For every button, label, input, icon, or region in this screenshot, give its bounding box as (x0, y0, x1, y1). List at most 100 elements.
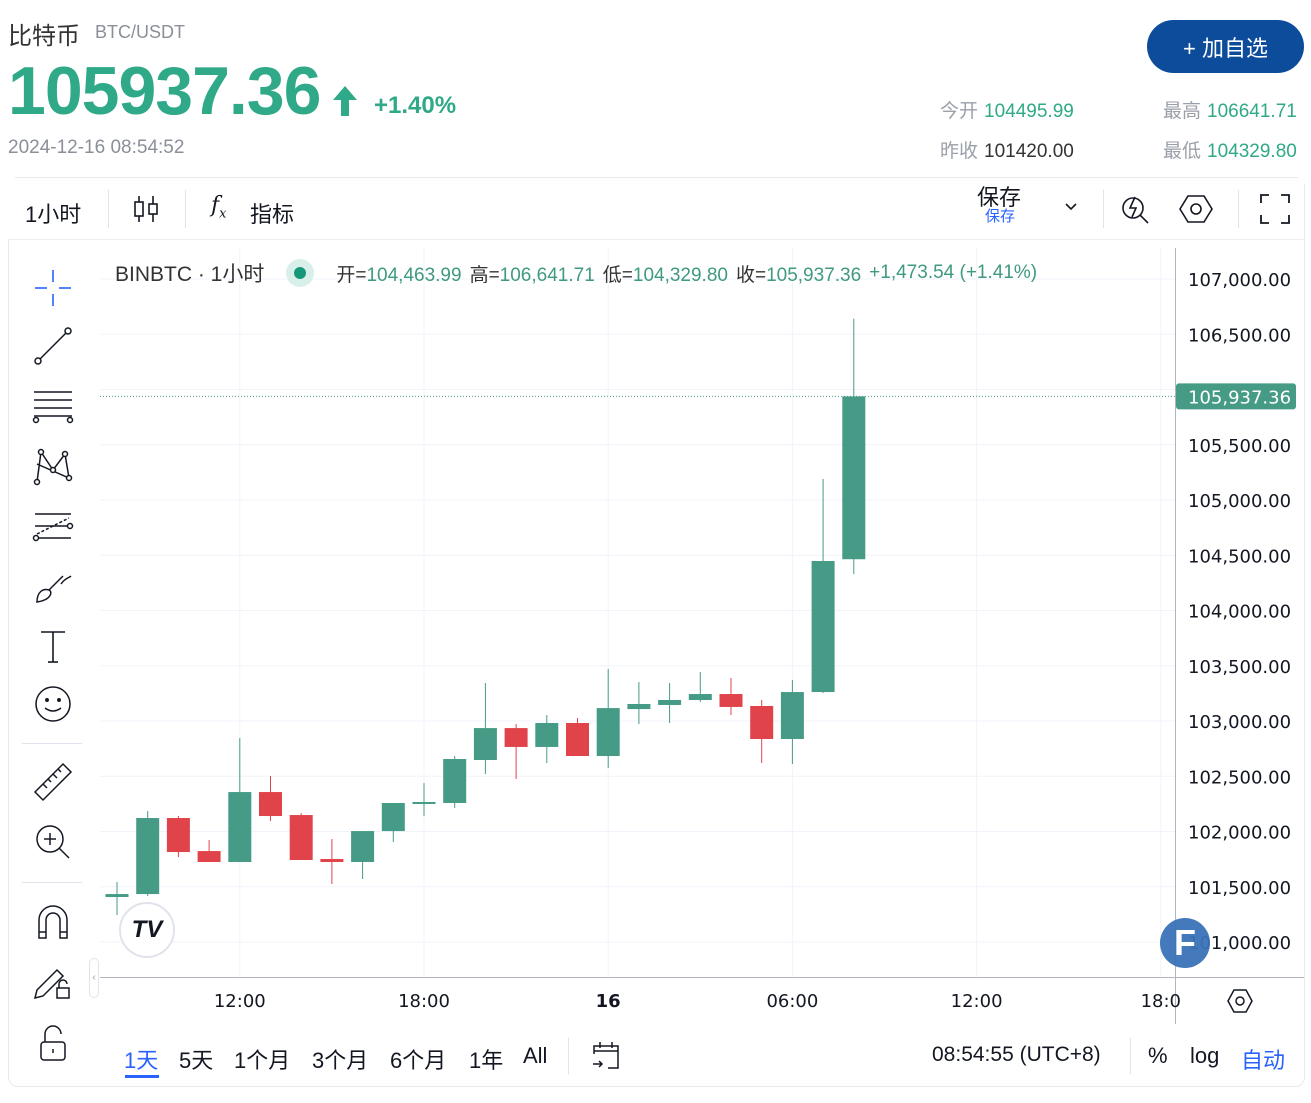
emoji-icon[interactable] (31, 682, 75, 726)
settings-icon[interactable] (1178, 191, 1214, 227)
stat-prev-close: 昨收 101420.00 (940, 136, 1074, 163)
divider (22, 743, 82, 744)
stat-value: 106641.71 (1207, 101, 1297, 122)
save-button[interactable]: 保存 保存 (977, 185, 1022, 225)
change-value: +1,473.54 (+1.41%) (869, 262, 1038, 283)
range-1y[interactable]: 1年 (469, 1048, 504, 1073)
range-3m[interactable]: 3个月 (312, 1048, 369, 1073)
stat-value: 104495.99 (984, 101, 1074, 122)
candle-body (443, 759, 467, 803)
candle-body (627, 703, 651, 710)
candle-body (750, 705, 774, 740)
horizontal-lines-icon[interactable] (31, 384, 75, 428)
interval-selector[interactable]: 1小时 (25, 202, 82, 227)
divider (22, 882, 82, 883)
stat-value: 101420.00 (984, 141, 1074, 162)
percent-toggle[interactable]: % (1148, 1043, 1168, 1068)
chart-widget (8, 177, 1305, 1087)
stat-open: 今开 104495.99 (940, 96, 1074, 123)
goto-date-icon[interactable] (590, 1040, 622, 1072)
active-range-indicator (125, 1075, 159, 1078)
candle-body (473, 728, 497, 761)
pair-label: BTC/USDT (95, 22, 185, 42)
chart-area[interactable]: 101,000.00 101,500.00 102,000.00 102,500.00… (100, 248, 1304, 1024)
chart-toolbar: 1小时 fx 指标 保存 保存 (8, 178, 1304, 240)
candle-body (535, 722, 559, 747)
candle-type-icon[interactable] (132, 194, 160, 224)
last-price-label: 105,937.36 (1188, 387, 1291, 408)
candle-body (228, 792, 252, 862)
candle-body (780, 692, 804, 740)
zoom-in-icon[interactable] (31, 820, 75, 864)
time-tick-label: 18:0 (1141, 991, 1181, 1012)
fib-icon[interactable] (31, 504, 75, 548)
price-tick-label: 102,000.00 (1188, 823, 1291, 844)
candle-body (197, 851, 221, 862)
candle-body (566, 722, 589, 757)
stat-low: 最低 104329.80 (1163, 136, 1297, 163)
candlestick-chart[interactable]: 101,000.00 101,500.00 102,000.00 102,500.00… (100, 248, 1304, 1024)
price-tick-label: 101,000.00 (1188, 933, 1291, 954)
function-icon[interactable]: fx (211, 193, 227, 222)
range-1d[interactable]: 1天 (124, 1048, 159, 1073)
fullscreen-icon[interactable] (1258, 192, 1292, 226)
price-tick-label: 107,000.00 (1188, 270, 1291, 291)
quick-search-icon[interactable] (1118, 191, 1154, 227)
save-label: 保存 (977, 185, 1022, 210)
add-watchlist-button[interactable]: + 加自选 (1147, 20, 1304, 73)
current-price: 105937.36 (8, 53, 321, 129)
pattern-icon[interactable] (31, 444, 75, 488)
price-change: +1.40% (374, 92, 457, 119)
candle-body (842, 396, 866, 560)
candle-body (811, 560, 835, 693)
candle-body (381, 802, 405, 832)
market-status-icon (286, 259, 315, 287)
lock-drawings-icon[interactable] (31, 960, 75, 1004)
magnet-icon[interactable] (31, 900, 75, 944)
candle-body (105, 894, 129, 898)
open-label: 开= (336, 264, 367, 286)
axis-settings-icon[interactable] (1226, 988, 1254, 1014)
legend-symbol: BINBTC · 1小时 (115, 263, 265, 286)
collapse-toolbar-handle[interactable]: ‹ (89, 958, 99, 998)
timestamp: 2024-12-16 08:54:52 (8, 137, 185, 158)
candle-body (320, 859, 344, 862)
text-icon[interactable] (31, 624, 75, 668)
price-tick-label: 105,500.00 (1188, 436, 1291, 457)
candle-body (351, 831, 375, 862)
stat-label: 最高 (1163, 101, 1202, 122)
chevron-down-icon[interactable] (1064, 202, 1078, 212)
tradingview-logo[interactable]: TV (119, 902, 175, 958)
clock[interactable]: 08:54:55 (UTC+8) (932, 1043, 1101, 1066)
brush-icon[interactable] (31, 564, 75, 608)
price-tick-label: 102,500.00 (1188, 767, 1291, 788)
log-toggle[interactable]: log (1190, 1043, 1220, 1068)
arrow-up-icon (333, 86, 357, 116)
stat-label: 最低 (1163, 141, 1202, 162)
auto-scale-toggle[interactable]: 自动 (1241, 1048, 1286, 1073)
stat-value: 104329.80 (1207, 141, 1297, 162)
price-tick-label: 104,000.00 (1188, 602, 1291, 623)
save-sublabel: 保存 (985, 208, 1016, 225)
range-6m[interactable]: 6个月 (390, 1048, 447, 1073)
crosshair-icon[interactable] (31, 266, 75, 310)
range-5d[interactable]: 5天 (179, 1048, 214, 1073)
price-tick-label: 104,500.00 (1188, 546, 1291, 567)
candle-body (136, 818, 160, 895)
close-label: 收= (735, 264, 767, 286)
stat-high: 最高 106641.71 (1163, 96, 1297, 123)
time-tick-label: 06:00 (766, 991, 818, 1012)
floating-f-icon[interactable]: F (1160, 918, 1210, 968)
unlock-icon[interactable] (31, 1022, 75, 1066)
ruler-icon[interactable] (31, 760, 75, 804)
trend-line-icon[interactable] (31, 324, 75, 368)
indicators-button[interactable]: 指标 (250, 202, 295, 227)
candle-body (719, 694, 743, 707)
range-1m[interactable]: 1个月 (234, 1048, 291, 1073)
candle-body (289, 815, 313, 861)
candle-body (259, 792, 282, 817)
bottom-bar: 1天 5天 1个月 3个月 6个月 1年 All 08:54:55 (UTC+8… (100, 1024, 1304, 1086)
time-tick-label: 12:00 (951, 991, 1003, 1012)
candle-body (412, 801, 436, 804)
range-all[interactable]: All (523, 1043, 548, 1068)
